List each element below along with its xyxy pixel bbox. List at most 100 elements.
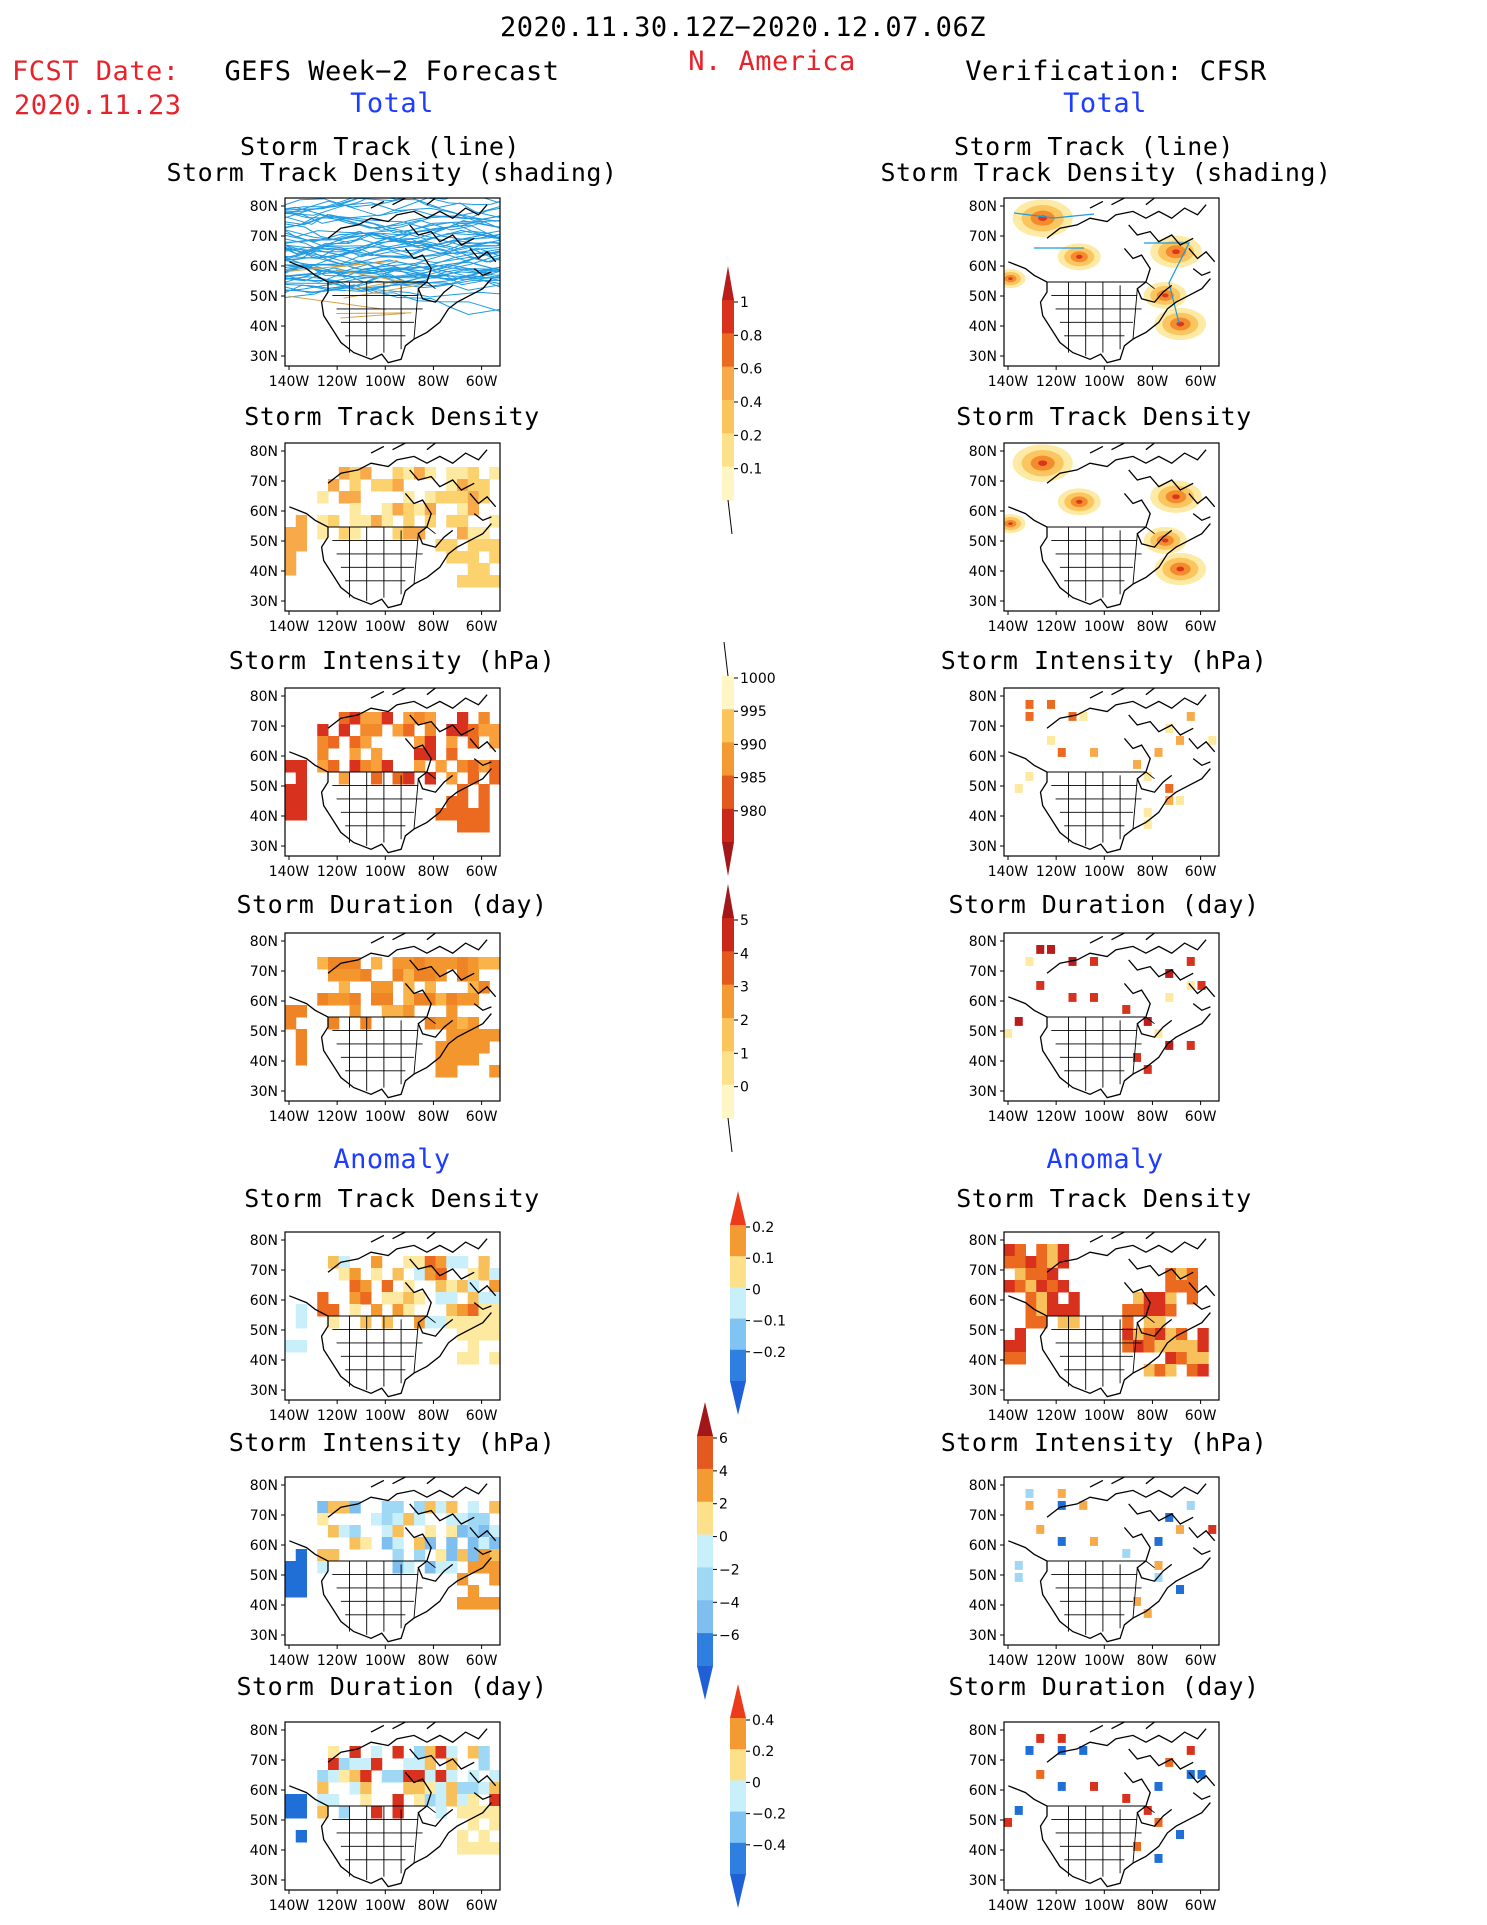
colorbar-label: 0.1 xyxy=(752,1251,774,1267)
colorbar-label: 0.8 xyxy=(740,328,762,344)
lon-tick-label: 140W xyxy=(269,1408,310,1424)
colorbar-label: 980 xyxy=(740,804,767,820)
lat-tick-label: 70N xyxy=(969,1753,997,1769)
lon-tick-label: 80W xyxy=(418,619,450,635)
lon-tick-label: 100W xyxy=(1084,1408,1125,1424)
fcst-date-label: FCST Date: xyxy=(12,56,180,87)
lat-tick-label: 60N xyxy=(969,994,997,1010)
lat-tick-label: 70N xyxy=(969,719,997,735)
lon-tick-label: 140W xyxy=(988,864,1029,880)
cfsr-duration-map: 80N 70N 60N 50N 40N 30N 140W 120W 100W 80W 60W xyxy=(969,932,1220,1125)
forecast-track-map: 80N 70N 60N 50N 40N 30N 140W 120W 100W 80W 60W xyxy=(250,197,501,390)
lon-tick-label: 60W xyxy=(1185,1898,1217,1914)
period-title: 2020.11.30.12Z−2020.12.07.06Z xyxy=(500,12,986,43)
left-track-line-title: Storm Track (line) xyxy=(240,132,520,161)
lat-tick-label: 30N xyxy=(250,1383,278,1399)
lon-tick-label: 120W xyxy=(1036,374,1077,390)
lon-tick-label: 80W xyxy=(1137,374,1169,390)
lon-tick-label: 120W xyxy=(1036,1109,1077,1125)
lat-tick-label: 60N xyxy=(969,504,997,520)
cfsr-anom-density-map: 80N 70N 60N 50N 40N 30N 140W 120W 100W 80W 60W xyxy=(969,1231,1220,1424)
colorbar-label: −2 xyxy=(719,1562,740,1578)
lat-tick-label: 80N xyxy=(969,689,997,705)
intensity-anom-colorbar: 6 4 2 0 −2 −4 −6 xyxy=(697,1402,740,1700)
lat-tick-label: 60N xyxy=(250,1293,278,1309)
lat-tick-label: 70N xyxy=(969,964,997,980)
lon-tick-label: 100W xyxy=(1084,864,1125,880)
density-total-colorbar: 1 0.8 0.6 0.4 0.2 0.1 xyxy=(722,266,762,535)
lat-tick-label: 40N xyxy=(250,564,278,580)
left-anom-intensity-title: Storm Intensity (hPa) xyxy=(228,1428,556,1457)
lat-tick-label: 60N xyxy=(969,1783,997,1799)
lat-tick-label: 40N xyxy=(250,1598,278,1614)
colorbar-label: 0.4 xyxy=(752,1713,774,1729)
colorbar-label: −6 xyxy=(719,1628,740,1644)
left-duration-title: Storm Duration (day) xyxy=(236,890,548,919)
fcst-date-value: 2020.11.23 xyxy=(14,90,182,121)
lon-tick-label: 100W xyxy=(1084,374,1125,390)
colorbar-label: 0 xyxy=(752,1282,761,1298)
lat-tick-label: 50N xyxy=(250,534,278,550)
lon-tick-label: 140W xyxy=(269,1653,310,1669)
lat-tick-label: 70N xyxy=(250,1753,278,1769)
lat-tick-label: 30N xyxy=(969,1084,997,1100)
lon-tick-label: 100W xyxy=(365,374,406,390)
lon-tick-label: 80W xyxy=(418,374,450,390)
lon-tick-label: 140W xyxy=(269,619,310,635)
lat-tick-label: 70N xyxy=(250,1263,278,1279)
lon-tick-label: 80W xyxy=(1137,1898,1169,1914)
lat-tick-label: 70N xyxy=(969,1508,997,1524)
lat-tick-label: 40N xyxy=(969,809,997,825)
cfsr-intensity-map: 80N 70N 60N 50N 40N 30N 140W 120W 100W 80W 60W xyxy=(969,687,1220,880)
lon-tick-label: 80W xyxy=(1137,1408,1169,1424)
lon-tick-label: 100W xyxy=(365,1408,406,1424)
lon-tick-label: 100W xyxy=(365,1109,406,1125)
lon-tick-label: 80W xyxy=(1137,1653,1169,1669)
lat-tick-label: 40N xyxy=(969,319,997,335)
lon-tick-label: 80W xyxy=(418,1898,450,1914)
right-anom-intensity-title: Storm Intensity (hPa) xyxy=(940,1428,1268,1457)
lon-tick-label: 140W xyxy=(269,1898,310,1914)
lon-tick-label: 60W xyxy=(466,374,498,390)
right-intensity-title: Storm Intensity (hPa) xyxy=(940,646,1268,675)
colorbar-label: 0 xyxy=(752,1775,761,1791)
left-anom-duration-title: Storm Duration (day) xyxy=(236,1672,548,1701)
lat-tick-label: 30N xyxy=(250,839,278,855)
lat-tick-label: 30N xyxy=(969,1383,997,1399)
lon-tick-label: 60W xyxy=(466,1109,498,1125)
forecast-anom-density-map: 80N 70N 60N 50N 40N 30N 140W 120W 100W 80W 60W xyxy=(250,1231,501,1424)
lon-tick-label: 100W xyxy=(365,1898,406,1914)
lat-tick-label: 60N xyxy=(250,994,278,1010)
right-density-title: Storm Track Density xyxy=(956,402,1252,431)
lat-tick-label: 60N xyxy=(969,1538,997,1554)
lon-tick-label: 120W xyxy=(317,619,358,635)
colorbar-label: 2 xyxy=(719,1497,728,1513)
lat-tick-label: 50N xyxy=(250,779,278,795)
lon-tick-label: 60W xyxy=(1185,1408,1217,1424)
lon-tick-label: 60W xyxy=(466,1898,498,1914)
lat-tick-label: 70N xyxy=(969,1263,997,1279)
lon-tick-label: 140W xyxy=(988,374,1029,390)
lat-tick-label: 30N xyxy=(250,349,278,365)
lat-tick-label: 80N xyxy=(969,934,997,950)
lat-tick-label: 30N xyxy=(250,1628,278,1644)
lon-tick-label: 140W xyxy=(988,1408,1029,1424)
lat-tick-label: 50N xyxy=(969,1813,997,1829)
lat-tick-label: 50N xyxy=(969,289,997,305)
lon-tick-label: 120W xyxy=(1036,1408,1077,1424)
right-duration-title: Storm Duration (day) xyxy=(948,890,1260,919)
lon-tick-label: 60W xyxy=(1185,864,1217,880)
lat-tick-label: 30N xyxy=(250,1084,278,1100)
lon-tick-label: 140W xyxy=(988,1898,1029,1914)
lon-tick-label: 100W xyxy=(365,1653,406,1669)
lat-tick-label: 60N xyxy=(969,749,997,765)
lat-tick-label: 50N xyxy=(969,779,997,795)
lat-tick-label: 50N xyxy=(250,1568,278,1584)
colorbar-label: 3 xyxy=(740,980,749,996)
colorbar-label: 4 xyxy=(719,1464,728,1480)
lat-tick-label: 80N xyxy=(250,1233,278,1249)
lat-tick-label: 50N xyxy=(969,534,997,550)
cfsr-anom-intensity-map: 80N 70N 60N 50N 40N 30N 140W 120W 100W 80W 60W xyxy=(969,1476,1220,1669)
lon-tick-label: 100W xyxy=(365,864,406,880)
right-total-label: Total xyxy=(1063,88,1147,119)
